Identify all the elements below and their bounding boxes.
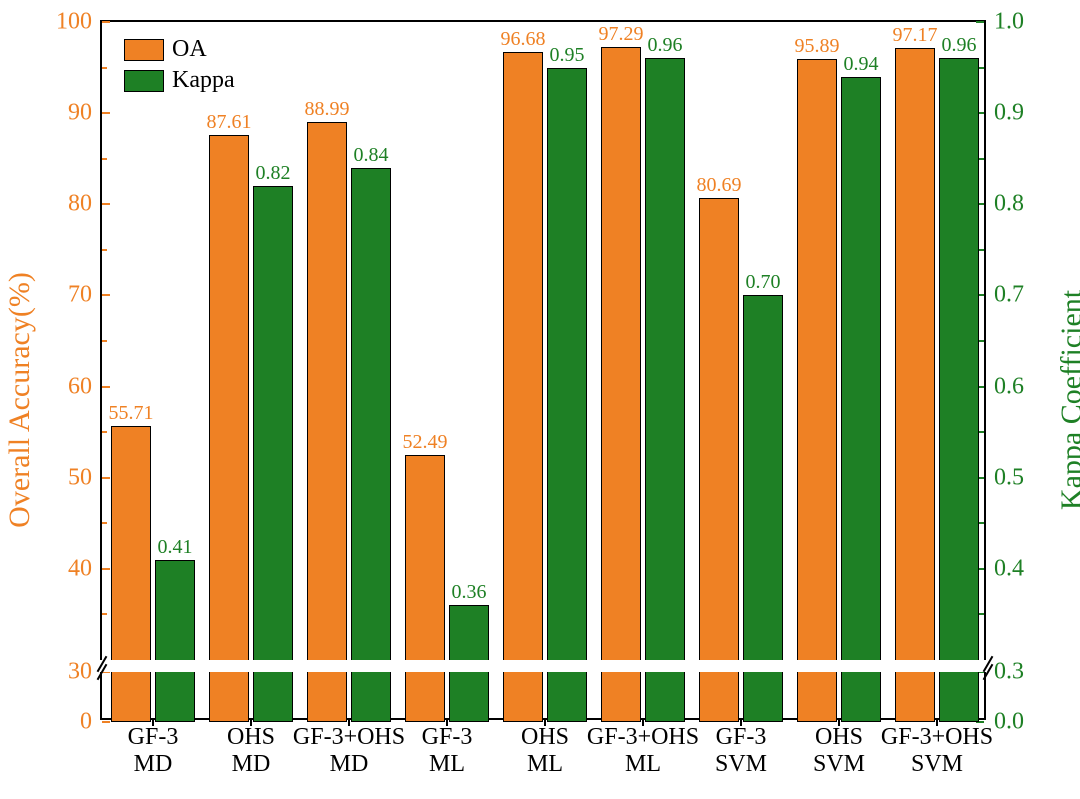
kappa-value-label: 0.36 bbox=[452, 581, 487, 604]
kappa-bar bbox=[939, 58, 979, 722]
oa-value-label: 97.29 bbox=[599, 23, 644, 46]
oa-bar bbox=[307, 122, 347, 722]
legend-swatch bbox=[124, 39, 164, 61]
y-left-tick-label: 90 bbox=[68, 100, 92, 127]
x-tick-label: GF-3ML bbox=[422, 724, 473, 778]
oa-bar bbox=[209, 135, 249, 722]
y-left-minor-tick bbox=[102, 249, 107, 251]
y-left-minor-tick bbox=[102, 158, 107, 160]
oa-bar bbox=[405, 455, 445, 722]
x-tick-label: GF-3+OHSML bbox=[587, 724, 699, 778]
y-left-tick bbox=[102, 21, 110, 23]
legend: OA Kappa bbox=[114, 30, 245, 100]
y-left-tick bbox=[102, 477, 110, 479]
y-right-minor-tick bbox=[979, 340, 984, 342]
x-tick-label: GF-3MD bbox=[128, 724, 179, 778]
y-left-tick-label: 0 bbox=[80, 709, 92, 736]
kappa-bar bbox=[645, 58, 685, 722]
y-left-tick bbox=[102, 568, 110, 570]
oa-bar bbox=[503, 52, 543, 722]
y-right-tick-label: 1.0 bbox=[994, 9, 1024, 36]
oa-value-label: 96.68 bbox=[501, 28, 546, 51]
y-left-minor-tick bbox=[102, 431, 107, 433]
y-left-tick bbox=[102, 386, 110, 388]
legend-label: Kappa bbox=[172, 67, 235, 94]
kappa-value-label: 0.82 bbox=[256, 162, 291, 185]
oa-value-label: 55.71 bbox=[109, 402, 154, 425]
y-left-minor-tick bbox=[102, 522, 107, 524]
oa-value-label: 97.17 bbox=[893, 24, 938, 47]
y-left-tick-label: 70 bbox=[68, 282, 92, 309]
y-right-tick-label: 0.5 bbox=[994, 464, 1024, 491]
x-tick-label: OHSML bbox=[521, 724, 569, 778]
kappa-value-label: 0.96 bbox=[648, 34, 683, 57]
kappa-bar bbox=[253, 186, 293, 722]
kappa-value-label: 0.96 bbox=[942, 34, 977, 57]
kappa-bar bbox=[547, 68, 587, 722]
oa-bar bbox=[601, 47, 641, 722]
kappa-bar bbox=[351, 168, 391, 722]
y-right-tick-label: 0.8 bbox=[994, 191, 1024, 218]
y-right-minor-tick bbox=[979, 67, 984, 69]
y-right-tick-label: 0.0 bbox=[994, 709, 1024, 736]
x-tick-label: OHSMD bbox=[227, 724, 275, 778]
y-axis-label-right: Kappa Coefficient bbox=[1055, 289, 1080, 509]
y-left-tick-label: 60 bbox=[68, 373, 92, 400]
plot-area: 0304050607080901000.00.30.40.50.60.70.80… bbox=[100, 20, 986, 720]
y-left-tick bbox=[102, 112, 110, 114]
y-right-tick-label: 0.7 bbox=[994, 282, 1024, 309]
oa-value-label: 95.89 bbox=[795, 35, 840, 58]
y-left-tick bbox=[102, 294, 110, 296]
kappa-value-label: 0.84 bbox=[354, 144, 389, 167]
y-right-minor-tick bbox=[979, 249, 984, 251]
y-axis-label-left: Overall Accuracy(%) bbox=[3, 272, 37, 528]
y-right-minor-tick bbox=[979, 613, 984, 615]
kappa-bar bbox=[155, 560, 195, 722]
y-right-tick-label: 0.3 bbox=[994, 659, 1024, 686]
oa-bar bbox=[699, 198, 739, 722]
kappa-value-label: 0.70 bbox=[746, 271, 781, 294]
y-left-minor-tick bbox=[102, 613, 107, 615]
accuracy-kappa-bar-chart: 0 30 40 50 60 70 80 90 100 0.0 0.3 0.4 0.5 0.6 0.7 0.8 0… bbox=[0, 0, 1080, 799]
x-tick-label: GF-3+OHSMD bbox=[293, 724, 405, 778]
y-right-tick-label: 0.6 bbox=[994, 373, 1024, 400]
x-tick-label: OHSSVM bbox=[813, 724, 865, 778]
oa-value-label: 80.69 bbox=[697, 174, 742, 197]
oa-bar bbox=[111, 426, 151, 722]
kappa-value-label: 0.41 bbox=[158, 536, 193, 559]
oa-bar bbox=[895, 48, 935, 722]
x-tick-label: GF-3+OHSSVM bbox=[881, 724, 993, 778]
oa-value-label: 88.99 bbox=[305, 98, 350, 121]
y-left-tick-label: 50 bbox=[68, 464, 92, 491]
kappa-bar bbox=[743, 295, 783, 722]
legend-label: OA bbox=[172, 36, 207, 63]
axis-break-gap bbox=[99, 660, 991, 672]
legend-item: Kappa bbox=[124, 67, 235, 94]
x-tick-label: GF-3SVM bbox=[715, 724, 767, 778]
oa-value-label: 52.49 bbox=[403, 431, 448, 454]
y-left-minor-tick bbox=[102, 340, 107, 342]
y-right-tick bbox=[976, 21, 984, 23]
y-left-tick-label: 40 bbox=[68, 555, 92, 582]
y-left-tick bbox=[102, 203, 110, 205]
legend-item: OA bbox=[124, 36, 235, 63]
y-left-tick-label: 30 bbox=[68, 659, 92, 686]
kappa-bar bbox=[841, 77, 881, 722]
y-right-minor-tick bbox=[979, 522, 984, 524]
y-right-minor-tick bbox=[979, 431, 984, 433]
y-left-minor-tick bbox=[102, 67, 107, 69]
y-right-minor-tick bbox=[979, 158, 984, 160]
kappa-value-label: 0.95 bbox=[550, 44, 585, 67]
oa-value-label: 87.61 bbox=[207, 111, 252, 134]
kappa-value-label: 0.94 bbox=[844, 53, 879, 76]
y-left-tick bbox=[102, 721, 110, 723]
y-left-tick-label: 80 bbox=[68, 191, 92, 218]
oa-bar bbox=[797, 59, 837, 722]
y-right-tick-label: 0.4 bbox=[994, 555, 1024, 582]
legend-swatch bbox=[124, 70, 164, 92]
y-right-tick-label: 0.9 bbox=[994, 100, 1024, 127]
y-left-tick-label: 100 bbox=[56, 9, 92, 36]
